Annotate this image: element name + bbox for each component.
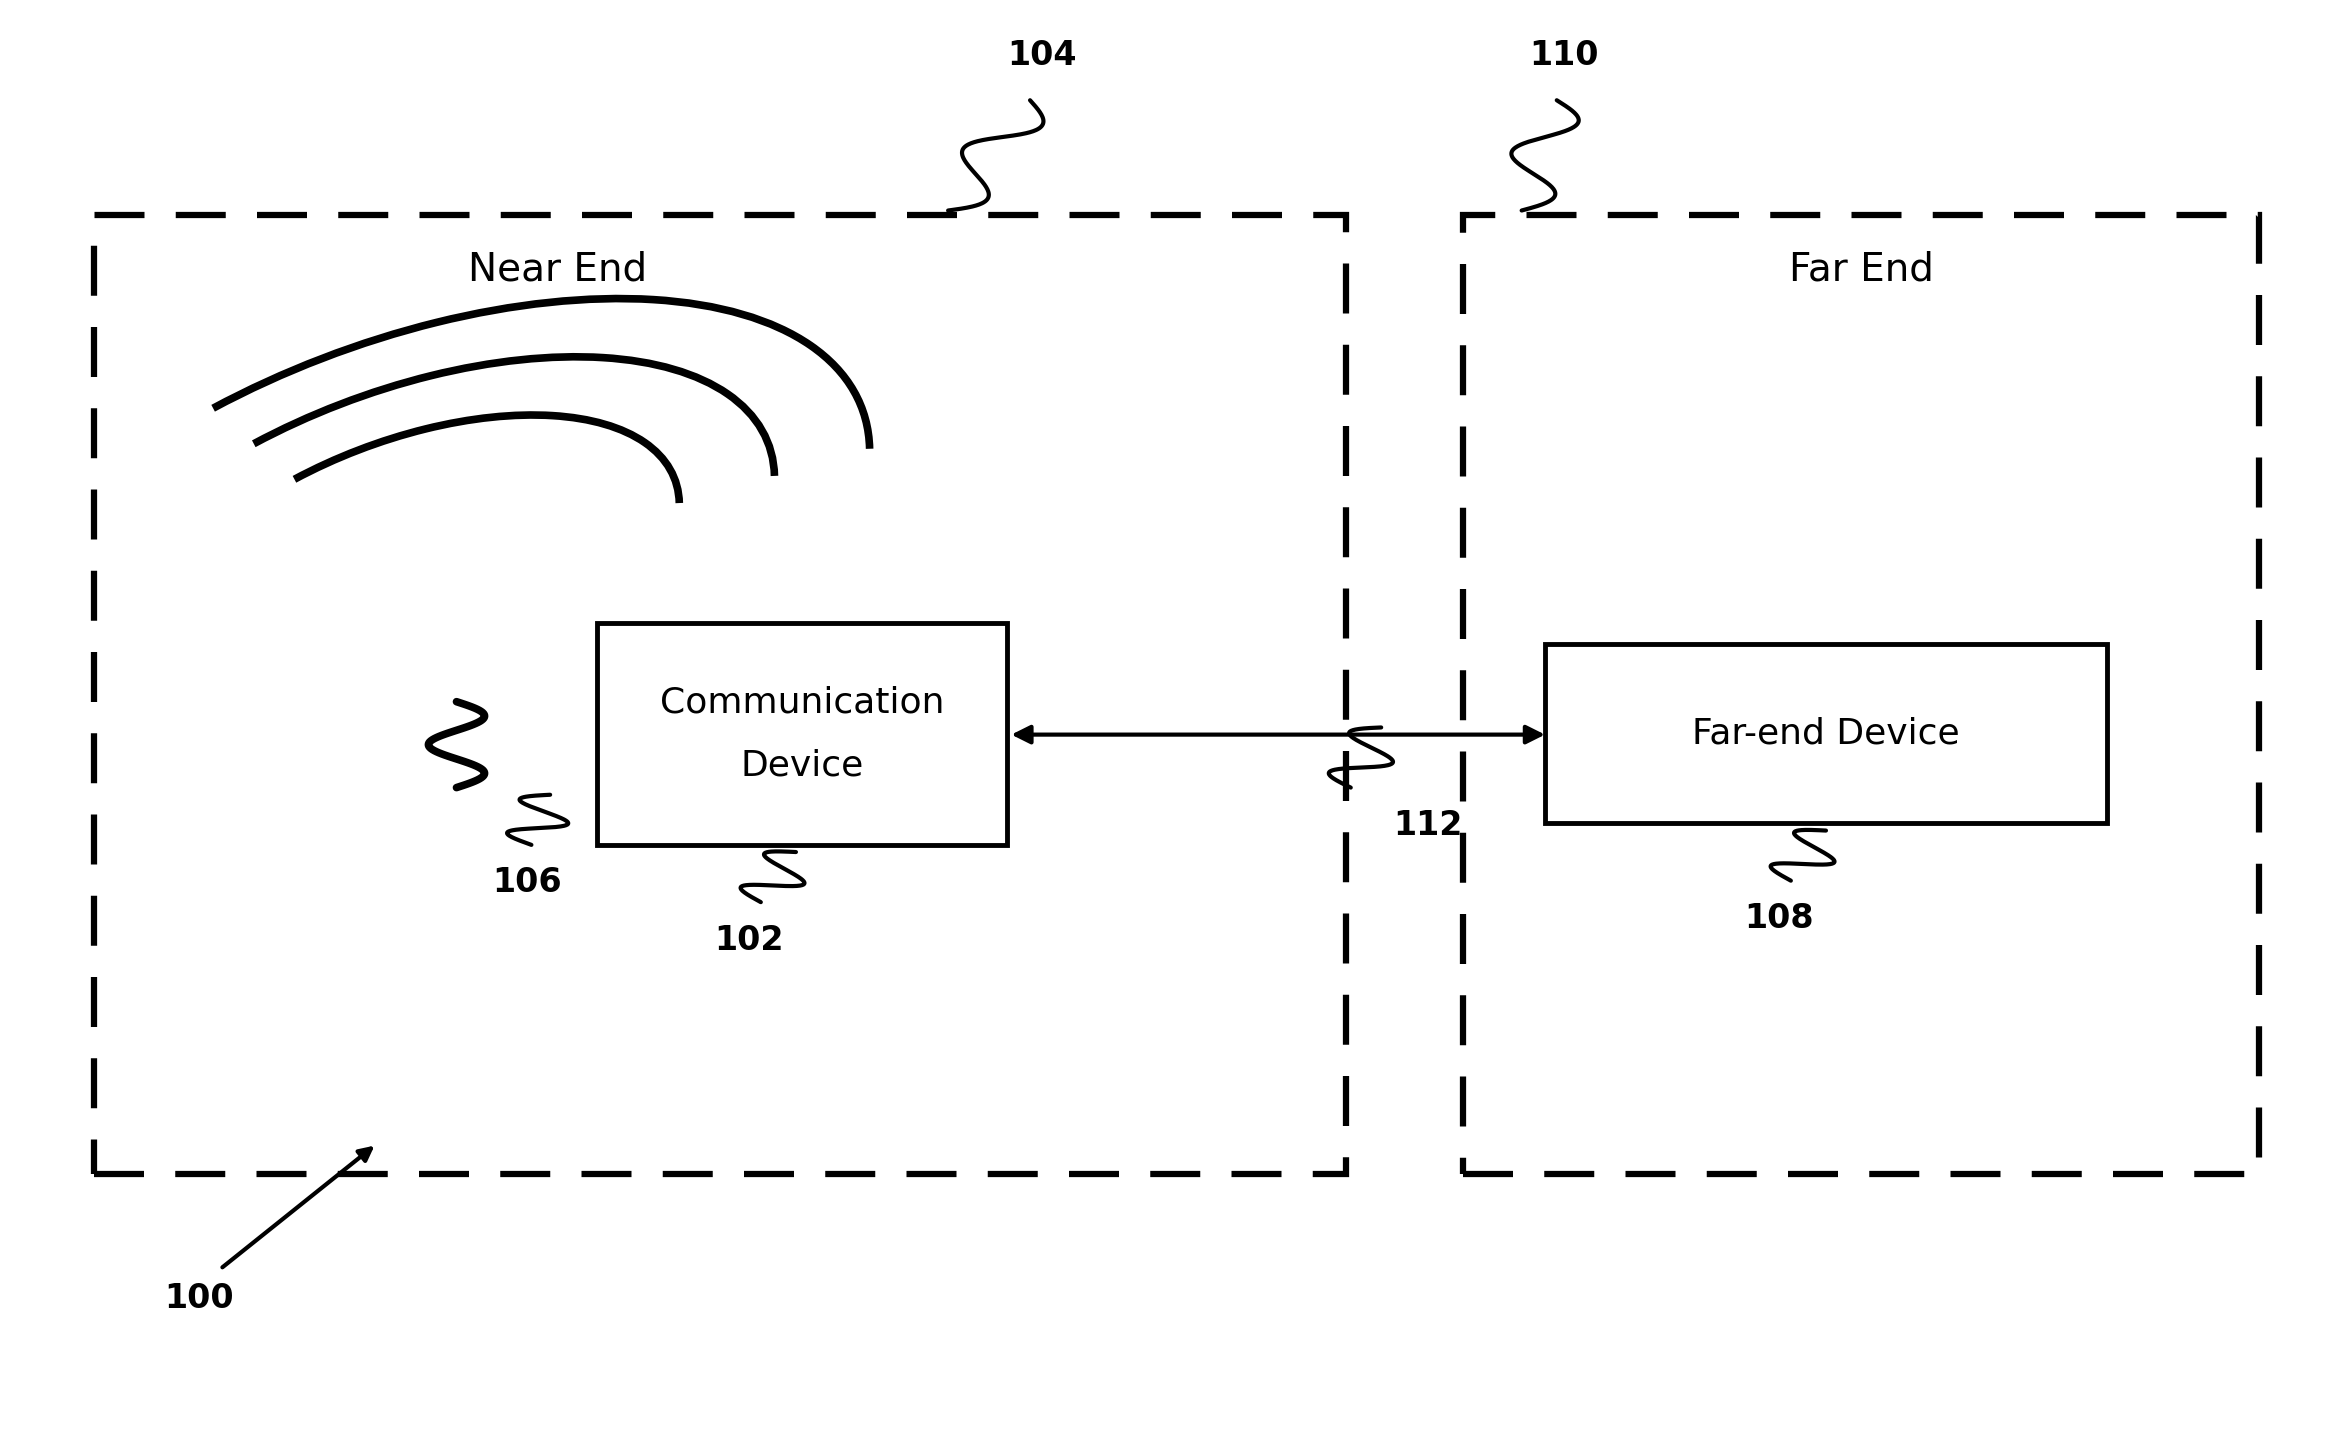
Text: Far-end Device: Far-end Device	[1693, 717, 1959, 750]
Text: 100: 100	[164, 1282, 234, 1315]
Bar	[1463, 215, 2259, 1174]
Text: Device: Device	[740, 749, 864, 782]
Text: 110: 110	[1529, 39, 1599, 72]
Bar	[94, 215, 1346, 1174]
Text: 108: 108	[1744, 902, 1814, 935]
Text: Near End: Near End	[468, 251, 648, 289]
Text: 102: 102	[714, 924, 784, 957]
Text: Far End: Far End	[1789, 251, 1934, 289]
Text: 106: 106	[492, 866, 562, 899]
Text: Communication: Communication	[660, 686, 943, 719]
Text: 104: 104	[1007, 39, 1077, 72]
Bar	[1545, 644, 2107, 823]
Bar	[597, 623, 1007, 845]
Text: 112: 112	[1393, 809, 1463, 842]
